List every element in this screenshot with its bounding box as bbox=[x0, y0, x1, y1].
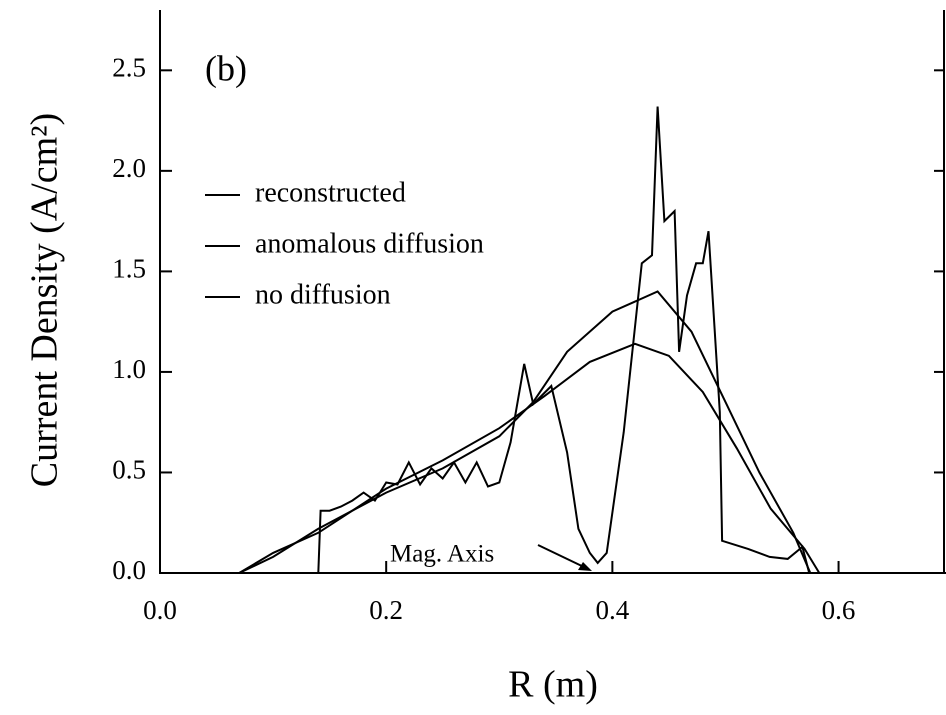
y-tick-label: 2.0 bbox=[112, 153, 146, 183]
legend-label: anomalous diffusion bbox=[255, 228, 484, 259]
arrow bbox=[537, 544, 587, 569]
series-line bbox=[238, 290, 812, 574]
y-tick-label: 1.0 bbox=[112, 354, 146, 384]
y-tick-label: 2.5 bbox=[112, 53, 146, 83]
y-axis-label: Current Density (A/cm²) bbox=[24, 113, 66, 487]
legend-label: no diffusion bbox=[255, 279, 391, 310]
x-tick-label: 0.0 bbox=[143, 595, 177, 625]
arrow-label: Mag. Axis bbox=[390, 541, 494, 568]
x-tick-label: 0.6 bbox=[822, 595, 856, 625]
y-tick-label: 0.0 bbox=[112, 555, 146, 585]
x-axis-label: R (m) bbox=[508, 664, 598, 706]
y-tick-label: 1.5 bbox=[112, 254, 146, 284]
panel-label: (b) bbox=[205, 48, 247, 88]
y-tick-label: 0.5 bbox=[112, 455, 146, 485]
x-tick-label: 0.4 bbox=[595, 595, 629, 625]
series-line bbox=[238, 342, 821, 574]
arrow-head bbox=[578, 562, 592, 571]
legend-label: reconstructed bbox=[255, 177, 406, 208]
x-tick-label: 0.2 bbox=[369, 595, 403, 625]
